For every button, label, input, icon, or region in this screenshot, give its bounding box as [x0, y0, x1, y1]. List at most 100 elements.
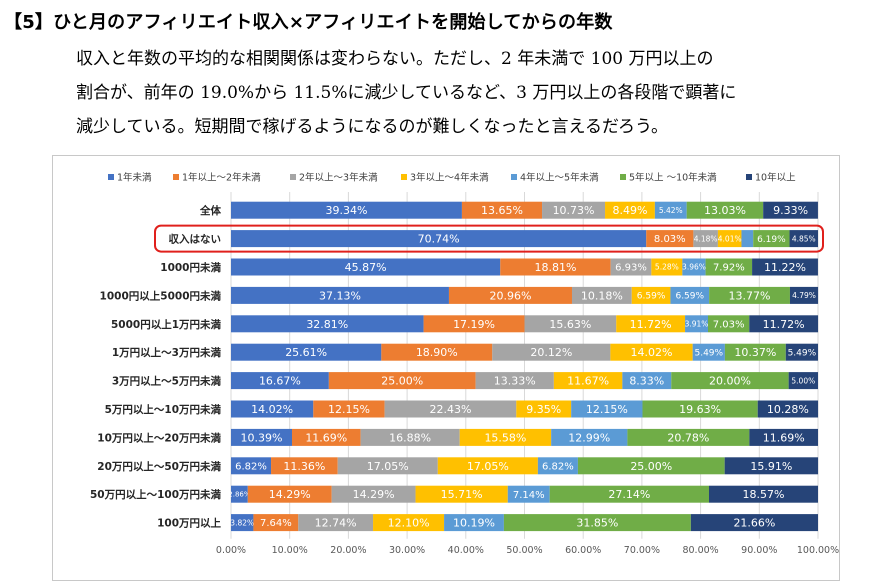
data-label: 45.87% [345, 261, 387, 274]
data-label: 20.00% [709, 375, 751, 388]
bar-segment [373, 514, 445, 532]
data-label: 15.63% [549, 318, 591, 331]
data-label: 5.49% [694, 348, 723, 358]
bar-segment [708, 485, 818, 503]
data-label: 10.28% [767, 403, 809, 416]
bar-segment [475, 372, 554, 390]
data-label: 27.14% [608, 488, 650, 501]
category-label: 1万円以上～3万円未満 [112, 346, 222, 359]
bar-segment [231, 258, 501, 276]
data-label: 25.00% [381, 375, 423, 388]
legend-swatch [511, 174, 517, 180]
data-label: 2.86% [228, 491, 251, 499]
bar-segment [253, 514, 299, 532]
x-tick-label: 80.00% [682, 545, 718, 556]
category-label: 100万円以上 [157, 517, 221, 530]
bar-segment [444, 514, 504, 532]
category-label: 10万円以上～20万円未満 [97, 431, 221, 444]
data-label: 19.63% [679, 403, 721, 416]
legend-label: 3年以上～4年未満 [410, 172, 489, 184]
bar-segment [553, 372, 623, 390]
bar-segment [571, 286, 632, 304]
bar-segment [298, 514, 374, 532]
data-label: 12.15% [586, 403, 628, 416]
data-label: 18.57% [743, 488, 785, 501]
data-label: 9.35% [526, 403, 561, 416]
data-label: 17.05% [367, 460, 409, 473]
bar-segment [610, 258, 652, 276]
category-label: 全体 [199, 204, 221, 217]
bar-segment [670, 286, 710, 304]
legend-swatch [620, 174, 626, 180]
bar-segment [503, 514, 691, 532]
category-label: 5万円以上～10万円未満 [105, 403, 222, 416]
data-label: 10.18% [581, 289, 623, 302]
data-label: 11.69% [305, 431, 347, 444]
bar-segment [331, 485, 416, 503]
data-label: 13.65% [481, 204, 523, 217]
data-label: 8.03% [654, 234, 686, 245]
data-label: 6.59% [675, 292, 704, 302]
bar-segment [542, 201, 606, 219]
bar-segment [763, 201, 818, 219]
bar-segment [646, 230, 694, 248]
bar-segment [247, 485, 332, 503]
bar-segment [789, 286, 819, 304]
category-label: 20万円以上～50万円未満 [97, 460, 221, 473]
data-label: 18.90% [416, 346, 458, 359]
data-label: 12.10% [388, 517, 430, 530]
data-label: 15.71% [441, 488, 483, 501]
bar-segment [692, 343, 725, 361]
bar-segment [785, 343, 818, 361]
summary-paragraph: 収入と年数の平均的な相関関係は変わらない。ただし、2 年未満で 100 万円以上… [76, 42, 882, 144]
bar-segment [651, 258, 683, 276]
bar-segment [577, 457, 725, 475]
data-label: 6.82% [542, 461, 574, 472]
x-tick-label: 100.00% [797, 545, 839, 556]
legend-swatch [290, 174, 296, 180]
data-label: 11.36% [283, 460, 325, 473]
bar-segment [631, 286, 671, 304]
bar-segment [724, 457, 819, 475]
data-label: 3.91% [685, 320, 709, 329]
bar-segment [686, 201, 764, 219]
data-label: 5.42% [659, 206, 683, 215]
bar-segment [328, 372, 476, 390]
data-label: 9.33% [773, 204, 808, 217]
data-label: 7.14% [513, 490, 545, 501]
bar-segment [616, 315, 686, 333]
data-label: 32.81% [306, 318, 348, 331]
bar-segment [642, 400, 758, 418]
data-label: 17.05% [467, 460, 509, 473]
x-tick-label: 50.00% [506, 545, 542, 556]
summary-line-1: 収入と年数の平均的な相関関係は変わらない。ただし、2 年未満で 100 万円以上… [76, 49, 714, 69]
data-label: 70.74% [418, 233, 460, 246]
bar-segment [231, 201, 462, 219]
data-label: 6.19% [757, 235, 786, 245]
x-tick-label: 0.00% [216, 545, 246, 556]
legend-swatch [746, 174, 752, 180]
x-tick-label: 90.00% [741, 545, 777, 556]
data-label: 16.88% [389, 431, 431, 444]
bar-segment [705, 258, 753, 276]
data-label: 11.72% [763, 318, 805, 331]
bar-segment [271, 457, 338, 475]
bar-segment [788, 372, 818, 390]
stacked-bar-chart: 0.00% 10.00% 20.00% 30.00% 40.00% 50.00% 60.00… [90, 172, 839, 556]
data-label: 31.85% [576, 517, 618, 530]
category-label: 50万円以上～100万円未満 [90, 488, 222, 501]
data-label: 18.81% [534, 261, 576, 274]
x-tick-label: 10.00% [272, 545, 308, 556]
data-label: 13.03% [704, 204, 746, 217]
data-label: 4.18% [694, 234, 718, 243]
data-label: 12.15% [328, 403, 370, 416]
x-tick-label: 70.00% [624, 545, 660, 556]
category-label: 5000円以上1万円未満 [111, 318, 222, 331]
data-label: 5.28% [655, 263, 679, 272]
data-label: 15.91% [750, 460, 792, 473]
bar-segment [693, 230, 718, 248]
bar-segment [461, 201, 543, 219]
data-label: 11.67% [567, 375, 609, 388]
bar-segment [741, 230, 754, 248]
bar-segment [789, 230, 818, 248]
